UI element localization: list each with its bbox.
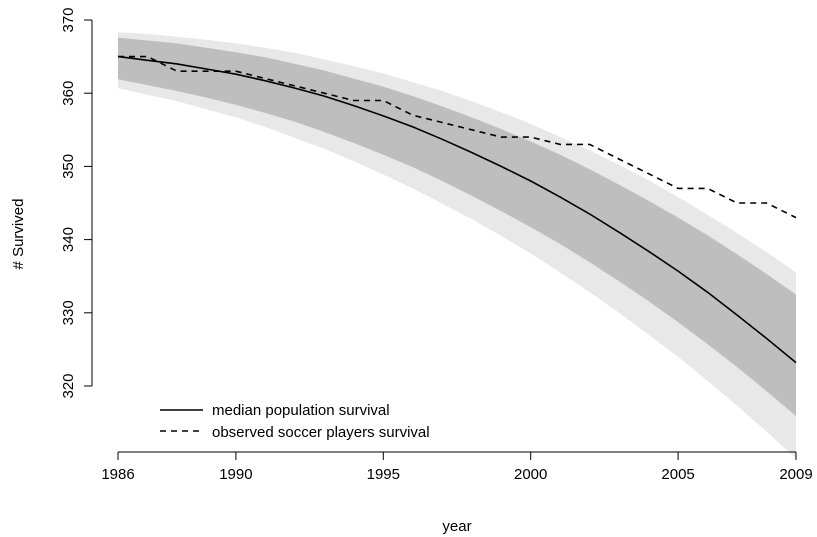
legend-label-observed: observed soccer players survival — [212, 424, 430, 441]
x-tick-label: 2005 — [661, 466, 694, 483]
x-tick-label: 1995 — [367, 466, 400, 483]
x-tick-label: 1990 — [219, 466, 252, 483]
y-tick-label: 360 — [60, 81, 77, 106]
inner-band — [118, 37, 796, 416]
x-tick-label: 1986 — [101, 466, 134, 483]
x-axis: 1986 1990 1995 2000 2005 2009 — [101, 451, 813, 483]
x-tick-label: 2000 — [514, 466, 547, 483]
legend-label-median: median population survival — [212, 402, 390, 419]
y-tick-label: 320 — [60, 373, 77, 398]
x-tick-label: 2009 — [779, 466, 812, 483]
series-lines — [117, 55, 797, 364]
confidence-bands — [118, 32, 796, 459]
y-tick-label: 340 — [60, 227, 77, 252]
median-survival-line — [117, 55, 797, 364]
y-axis-title: # Survived — [10, 199, 27, 270]
y-tick-label: 330 — [60, 300, 77, 325]
legend: median population survival observed socc… — [160, 402, 430, 441]
x-axis-title: year — [442, 518, 471, 535]
y-tick-label: 370 — [60, 7, 77, 32]
y-tick-label: 350 — [60, 154, 77, 179]
y-axis: 320 330 340 350 360 370 — [60, 7, 93, 399]
